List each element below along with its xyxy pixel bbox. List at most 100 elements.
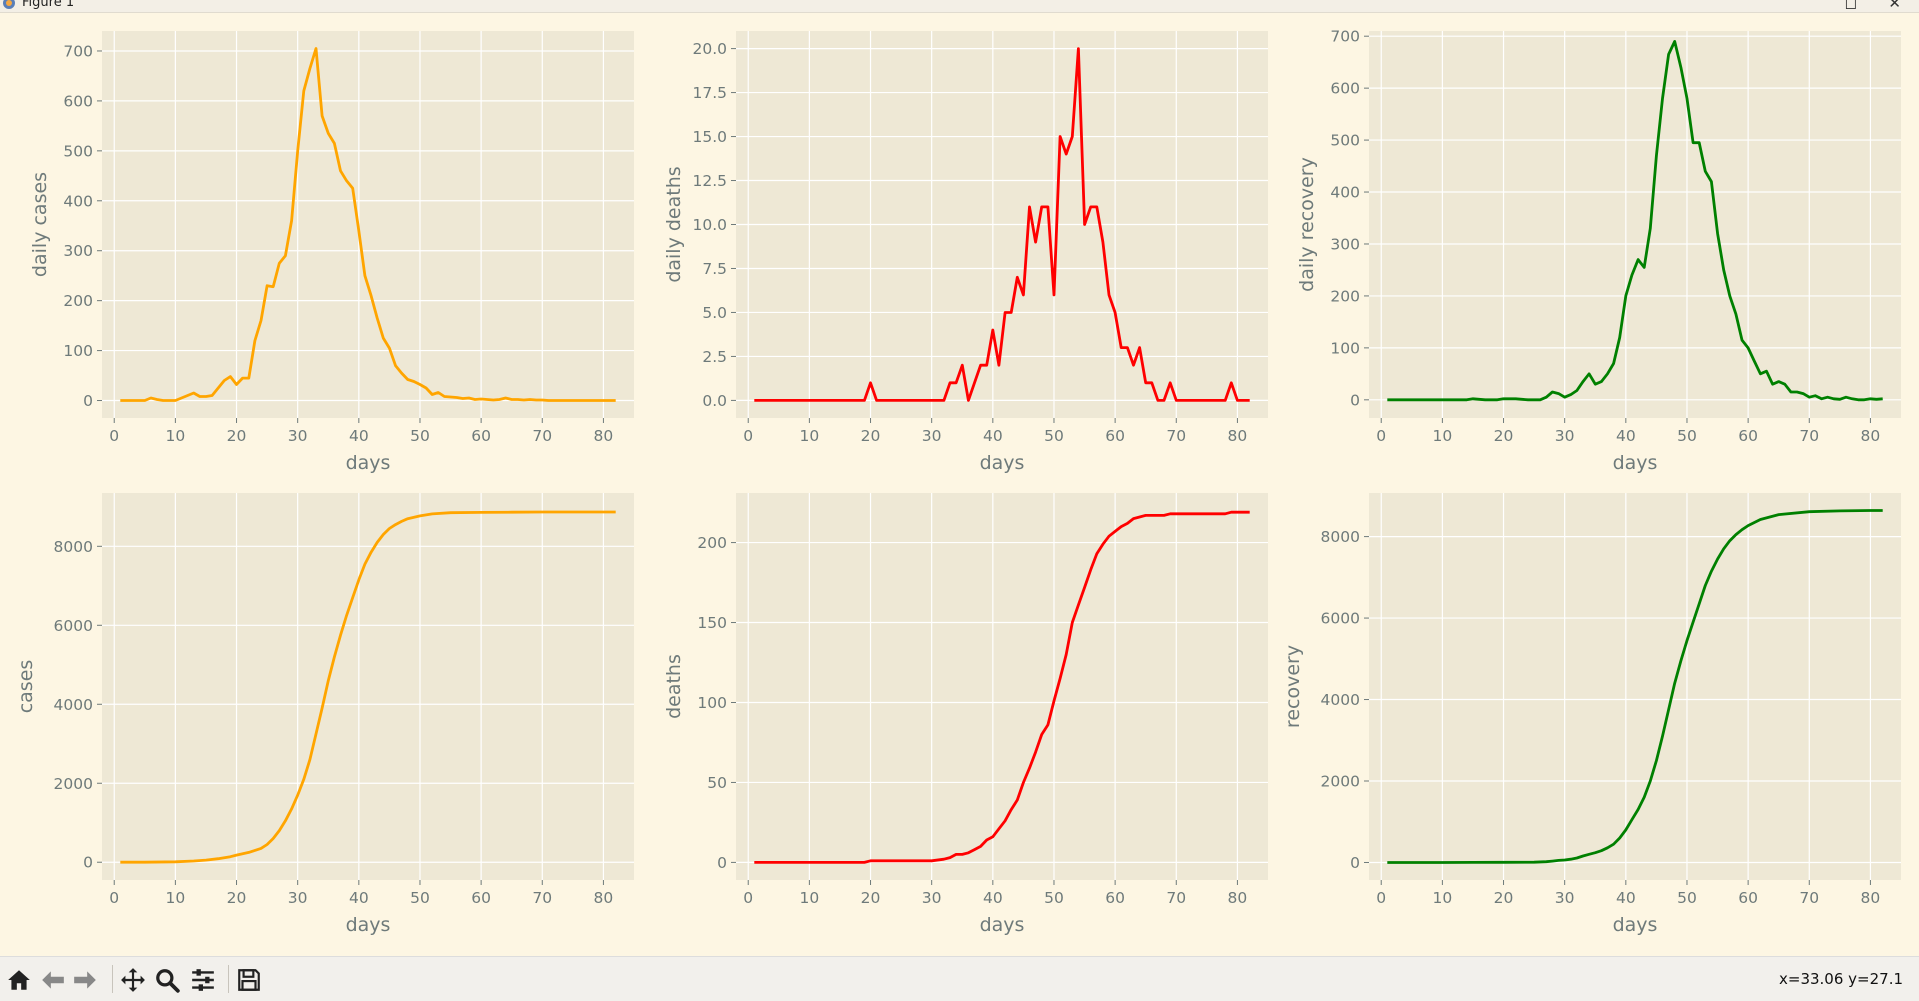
window-title-bar: Figure 1 ◻ ✕	[0, 0, 1919, 13]
y-tick-label: 0	[83, 392, 93, 410]
chart-3: 0 10 20 30 40 50 60 70 80 0 100 200 300 400 500 600 700 d…	[1296, 28, 1901, 474]
x-tick-label: 50	[1044, 889, 1064, 907]
home-button[interactable]	[4, 965, 34, 995]
series-line	[754, 510, 1250, 864]
x-tick-label: 30	[288, 889, 308, 907]
y-tick-label: 6000	[1321, 610, 1360, 628]
x-tick-label: 40	[983, 427, 1003, 445]
x-tick-label: 70	[1166, 427, 1186, 445]
y-axis-label: cases	[15, 660, 37, 714]
y-tick-label: 200	[63, 292, 93, 310]
x-tick-label: 50	[1044, 427, 1064, 445]
x-tick-label: 60	[1738, 427, 1758, 445]
app-icon	[3, 0, 15, 9]
y-tick-label: 600	[1330, 80, 1360, 98]
maximize-icon[interactable]: ◻	[1844, 0, 1857, 12]
x-tick-label: 50	[1677, 427, 1697, 445]
x-tick-label: 30	[922, 427, 942, 445]
x-tick-label: 60	[1105, 427, 1125, 445]
x-tick-label: 0	[743, 889, 753, 907]
plot-area	[736, 493, 1268, 880]
series-line	[120, 47, 616, 402]
x-tick-label: 10	[800, 427, 820, 445]
x-tick-label: 80	[1228, 427, 1248, 445]
x-tick-label: 10	[166, 427, 186, 445]
chart-2: 0 10 20 30 40 50 60 70 80 0.0 2.5 5.0 7.5 10.0 12.5 15.…	[663, 31, 1268, 474]
x-tick-label: 60	[1738, 889, 1758, 907]
x-tick-label: 80	[1861, 889, 1881, 907]
sliders-icon	[192, 969, 214, 991]
x-tick-label: 10	[1433, 889, 1453, 907]
close-icon[interactable]: ✕	[1888, 0, 1901, 12]
y-tick-label: 400	[63, 192, 93, 210]
x-tick-label: 70	[532, 889, 552, 907]
y-axis-label: daily cases	[29, 172, 51, 277]
arrow-right-icon	[74, 971, 96, 989]
y-tick-label: 600	[63, 92, 93, 110]
y-tick-label: 4000	[1321, 691, 1360, 709]
x-tick-label: 50	[410, 427, 430, 445]
y-tick-label: 100	[697, 694, 727, 712]
pan-button[interactable]	[118, 965, 148, 995]
y-tick-label: 500	[63, 142, 93, 160]
y-tick-label: 100	[63, 342, 93, 360]
series-line	[1387, 40, 1883, 402]
plot-area	[1369, 493, 1901, 880]
configure-subplots-button[interactable]	[188, 965, 218, 995]
x-axis-label: days	[980, 452, 1025, 474]
x-axis-label: days	[346, 914, 391, 936]
y-tick-label: 2.5	[702, 348, 727, 366]
y-axis-label: daily recovery	[1296, 157, 1318, 292]
x-tick-label: 40	[1616, 889, 1636, 907]
x-tick-label: 10	[800, 889, 820, 907]
x-axis-label: days	[1613, 914, 1658, 936]
y-tick-label: 0	[1350, 854, 1360, 872]
save-button[interactable]	[234, 965, 264, 995]
chart-5: 0 10 20 30 40 50 60 70 80 0 50 100 150 200 days deaths	[663, 493, 1268, 936]
x-tick-label: 30	[1555, 427, 1575, 445]
y-tick-label: 0.0	[702, 392, 727, 410]
y-tick-label: 50	[707, 774, 727, 792]
series-line	[1387, 509, 1883, 864]
y-tick-label: 0	[717, 854, 727, 872]
cursor-coordinates: x=33.06 y=27.1	[1779, 970, 1903, 988]
floppy-disk-icon	[238, 969, 260, 991]
x-tick-label: 50	[1677, 889, 1697, 907]
x-tick-label: 80	[594, 889, 614, 907]
series-line	[120, 510, 616, 864]
zoom-button[interactable]	[152, 965, 182, 995]
forward-button[interactable]	[70, 965, 100, 995]
series-line	[754, 47, 1250, 402]
x-tick-label: 40	[349, 889, 369, 907]
figure-canvas: 0 10 20 30 40 50 60 70 800100200300400500600700d…	[15, 28, 1901, 936]
window-title: Figure 1	[22, 0, 75, 10]
x-tick-label: 60	[471, 889, 491, 907]
x-axis-label: days	[980, 914, 1025, 936]
y-axis-label: deaths	[663, 654, 685, 719]
x-axis-label: days	[346, 452, 391, 474]
y-tick-label: 15.0	[692, 128, 727, 146]
toolbar-separator	[228, 965, 229, 993]
y-tick-label: 7.5	[702, 260, 727, 278]
y-tick-label: 12.5	[692, 172, 727, 190]
x-tick-label: 40	[1616, 427, 1636, 445]
y-tick-label: 500	[1330, 132, 1360, 150]
y-tick-label: 10.0	[692, 216, 727, 234]
y-tick-label: 6000	[54, 617, 93, 635]
y-tick-label: 5.0	[702, 304, 727, 322]
y-tick-label: 150	[697, 614, 727, 632]
x-tick-label: 20	[1494, 889, 1514, 907]
arrow-left-icon	[42, 971, 64, 989]
plot-area	[1369, 31, 1901, 418]
y-tick-label: 2000	[1321, 773, 1360, 791]
back-button[interactable]	[38, 965, 68, 995]
toolbar-separator	[112, 965, 113, 993]
chart-1: 0 10 20 30 40 50 60 70 80 0 100 200 300 400 500 600 700 d…	[29, 31, 634, 474]
navigation-toolbar: x=33.06 y=27.1	[0, 956, 1919, 1001]
y-tick-label: 2000	[54, 775, 93, 793]
x-tick-label: 40	[349, 427, 369, 445]
x-tick-label: 60	[471, 427, 491, 445]
x-tick-label: 10	[1433, 427, 1453, 445]
x-tick-label: 20	[861, 427, 881, 445]
y-tick-label: 100	[1330, 339, 1360, 357]
